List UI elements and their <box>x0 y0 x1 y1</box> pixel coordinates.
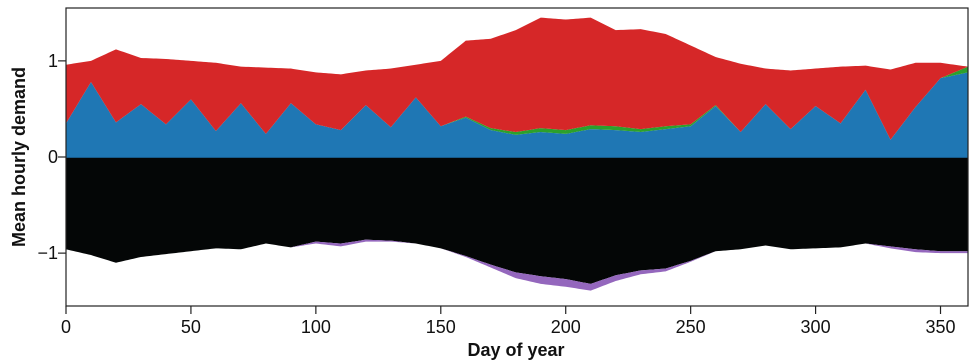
y-axis-title: Mean hourly demand <box>9 67 29 247</box>
x-tick-label-350: 350 <box>925 317 955 337</box>
x-tick-label-50: 50 <box>181 317 201 337</box>
series-area-3 <box>66 17 968 140</box>
x-axis-title: Day of year <box>467 340 564 360</box>
x-tick-label-100: 100 <box>301 317 331 337</box>
x-tick-label-150: 150 <box>426 317 456 337</box>
y-tick-label-minus-1: −1 <box>37 243 58 263</box>
x-tick-label-250: 250 <box>676 317 706 337</box>
series-area-1 <box>66 72 968 157</box>
y-tick-label-1: 1 <box>48 51 58 71</box>
axes-layer: 0 50 100 150 200 250 300 350 1 0 −1 <box>37 7 969 337</box>
x-tick-label-300: 300 <box>801 317 831 337</box>
y-tick-label-0: 0 <box>48 147 58 167</box>
series-area-4 <box>66 157 968 284</box>
plot-area <box>66 17 968 291</box>
x-tick-label-0: 0 <box>61 317 71 337</box>
x-tick-label-200: 200 <box>551 317 581 337</box>
